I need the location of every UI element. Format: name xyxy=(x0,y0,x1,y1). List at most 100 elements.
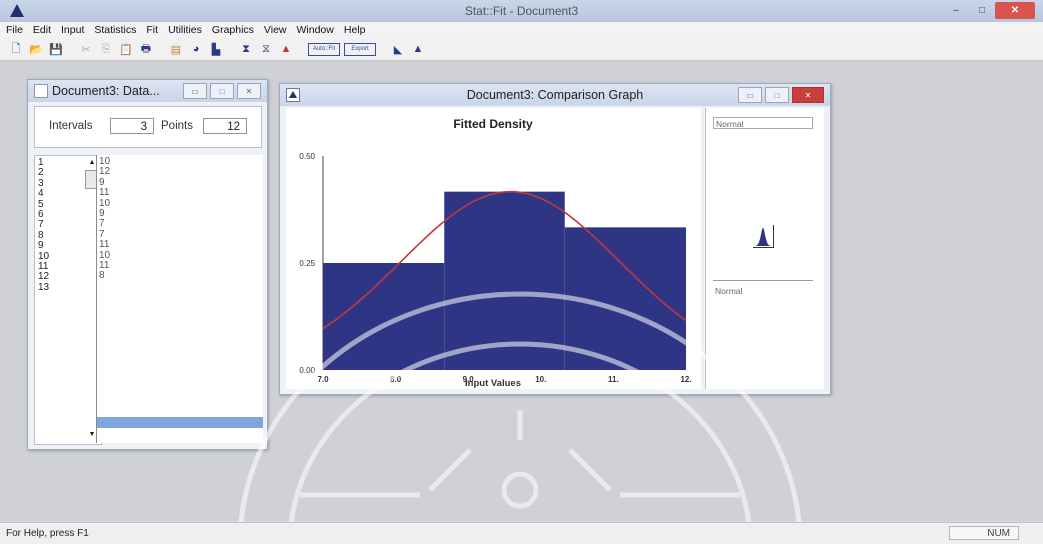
row-number[interactable]: 9 xyxy=(38,240,44,252)
cumulative-icon[interactable]: ◣ xyxy=(393,43,403,56)
data-value-cell[interactable]: 11 xyxy=(99,260,110,271)
status-help-text: For Help, press F1 xyxy=(6,528,89,539)
setup-fit-icon[interactable]: ⧗ xyxy=(242,42,250,55)
x-tick-label: 12. xyxy=(680,375,691,384)
row-number[interactable]: 2 xyxy=(38,167,44,179)
selected-data-cell[interactable] xyxy=(97,417,263,428)
row-number[interactable]: 12 xyxy=(38,271,50,283)
cut-icon[interactable]: ✂ xyxy=(81,43,91,56)
menu-window[interactable]: Window xyxy=(296,24,334,36)
distribution-viewer-icon[interactable]: ▲ xyxy=(412,43,424,55)
menu-file[interactable]: File xyxy=(6,24,23,36)
data-window-maximize-button[interactable]: □ xyxy=(210,83,234,99)
graph-window-icon xyxy=(286,88,300,102)
menu-input[interactable]: Input xyxy=(61,24,85,36)
title-bar: Stat::Fit - Document3 – □ ✕ xyxy=(0,0,1043,22)
fitted-density-chart: Fitted Density 0.500.250.00 7.0 8.0 9.0 10.… xyxy=(299,117,691,389)
data-header-panel: Intervals 3 Points 12 xyxy=(34,106,262,148)
comparison-graph-window: Document3: Comparison Graph ▭ □ ✕ Fitted… xyxy=(279,83,831,395)
open-folder-icon[interactable]: 📂 xyxy=(29,43,43,56)
menu-view[interactable]: View xyxy=(263,24,287,36)
export-button[interactable]: Export xyxy=(344,42,376,56)
paste-icon[interactable]: 📋 xyxy=(119,43,133,56)
fit-icon[interactable]: ⧖ xyxy=(262,42,270,55)
graph-window-minimize-button[interactable]: ▭ xyxy=(738,87,762,103)
distribution-thumbnail-icon[interactable] xyxy=(753,225,774,248)
graph-window-title: Document3: Comparison Graph xyxy=(466,88,644,102)
copy-icon[interactable]: ⎘ xyxy=(101,42,111,55)
scroll-down-icon[interactable]: ▼ xyxy=(88,431,96,438)
x-tick-label: 7.0 xyxy=(317,375,329,384)
data-window-minimize-button[interactable]: ▭ xyxy=(183,83,207,99)
menu-bar: File Edit Input Statistics Fit Utilities… xyxy=(0,22,1043,38)
data-window-title: Document3: Data... xyxy=(52,84,160,98)
descriptive-stats-icon[interactable]: ▤ xyxy=(170,43,182,56)
data-values-column: 10 12 9 11 10 9 7 7 11 10 11 8 xyxy=(96,155,263,443)
row-number[interactable]: 11 xyxy=(38,261,49,272)
graph-window-title-bar[interactable]: Document3: Comparison Graph ▭ □ ✕ xyxy=(280,84,830,106)
distribution-list-top-item[interactable]: Normal xyxy=(713,117,813,129)
row-number[interactable]: 8 xyxy=(38,229,44,241)
scroll-up-icon[interactable]: ▲ xyxy=(88,159,96,166)
histogram-icon[interactable]: ▙ xyxy=(211,43,221,56)
row-number[interactable]: 3 xyxy=(38,177,44,189)
document-icon xyxy=(34,84,48,98)
y-tick-label: 0.50 xyxy=(299,152,315,161)
status-bar: For Help, press F1 NUM xyxy=(0,522,1043,544)
histogram-bar-3 xyxy=(564,227,686,370)
app-title: Stat::Fit - Document3 xyxy=(464,4,579,18)
menu-statistics[interactable]: Statistics xyxy=(94,24,137,36)
y-tick-label: 0.25 xyxy=(299,259,315,268)
data-value-cell[interactable]: 10 xyxy=(99,249,111,261)
data-window-title-bar[interactable]: Document3: Data... ▭ □ ✕ xyxy=(28,80,267,102)
data-value-cell[interactable]: 10 xyxy=(99,197,111,209)
row-number[interactable]: 6 xyxy=(38,209,44,220)
intervals-label: Intervals xyxy=(49,120,93,132)
num-lock-indicator: NUM xyxy=(949,526,1019,540)
close-button[interactable]: ✕ xyxy=(995,2,1035,19)
menu-edit[interactable]: Edit xyxy=(32,24,52,36)
row-number-column: ▲ ▼ 1 2 3 4 5 6 7 8 9 10 11 12 13 xyxy=(34,155,102,445)
points-field[interactable]: 12 xyxy=(203,118,247,134)
app-logo-icon[interactable] xyxy=(10,4,24,17)
points-label: Points xyxy=(161,120,193,132)
print-icon[interactable]: 🖶 xyxy=(140,42,152,55)
menu-graphics[interactable]: Graphics xyxy=(211,24,254,36)
row-number[interactable]: 7 xyxy=(38,219,44,231)
x-tick-label: 10. xyxy=(535,375,546,384)
graph-window-close-button[interactable]: ✕ xyxy=(792,87,824,103)
data-value-cell[interactable]: 8 xyxy=(99,270,105,282)
normal-density-curve xyxy=(322,190,687,330)
chart-title: Fitted Density xyxy=(453,117,533,131)
row-number[interactable]: 5 xyxy=(38,198,44,210)
intervals-field[interactable]: 3 xyxy=(110,118,154,134)
row-number[interactable]: 13 xyxy=(38,281,50,293)
menu-fit[interactable]: Fit xyxy=(146,24,159,36)
density-icon[interactable]: ▲ xyxy=(280,43,292,55)
data-window: Document3: Data... ▭ □ ✕ Intervals 3 Poi… xyxy=(27,79,268,450)
toolbar: 🗋 📂 💾 ✂ ⎘ 📋 🖶 ▤ ◕ ▙ ⧗ ⧖ ▲ Auto::Fit Expo… xyxy=(0,38,1043,61)
minimize-button[interactable]: – xyxy=(953,5,959,16)
auto-fit-button[interactable]: Auto::Fit xyxy=(308,42,340,56)
row-number[interactable]: 1 xyxy=(38,157,44,168)
pie-chart-icon[interactable]: ◕ xyxy=(192,43,200,55)
menu-help[interactable]: Help xyxy=(343,24,366,36)
data-value-cell[interactable]: 7 xyxy=(99,228,105,240)
data-window-close-button[interactable]: ✕ xyxy=(237,83,261,99)
graph-window-maximize-button[interactable]: □ xyxy=(765,87,789,103)
maximize-button[interactable]: □ xyxy=(978,5,986,16)
data-value-cell[interactable]: 10 xyxy=(99,156,111,167)
save-icon[interactable]: 💾 xyxy=(49,43,63,56)
row-number[interactable]: 4 xyxy=(38,188,44,200)
data-value-cell[interactable]: 9 xyxy=(99,208,105,219)
data-value-cell[interactable]: 11 xyxy=(99,187,110,199)
data-value-cell[interactable]: 11 xyxy=(99,239,110,251)
menu-utilities[interactable]: Utilities xyxy=(168,24,202,36)
data-value-cell[interactable]: 9 xyxy=(99,176,105,188)
new-file-icon[interactable]: 🗋 xyxy=(11,42,21,55)
row-number[interactable]: 10 xyxy=(38,250,50,262)
data-value-cell[interactable]: 12 xyxy=(99,166,111,178)
data-value-cell[interactable]: 7 xyxy=(99,218,105,230)
distribution-list-bottom-item[interactable]: Normal xyxy=(715,286,743,296)
distribution-list-pane: Normal Normal xyxy=(705,108,824,389)
